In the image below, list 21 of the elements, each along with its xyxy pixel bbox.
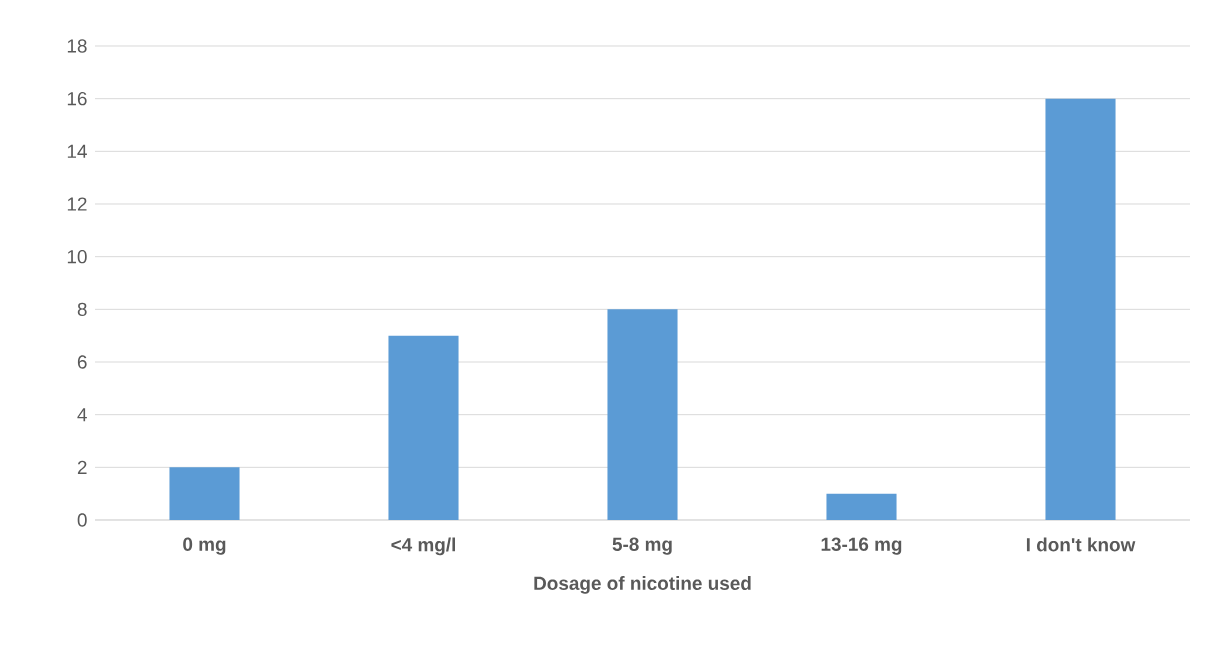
- x-tick-label: 0 mg: [183, 537, 226, 555]
- y-tick-label: 0: [77, 513, 87, 527]
- bar: [388, 335, 459, 520]
- y-tick-label: 18: [67, 39, 87, 53]
- bar: [607, 309, 678, 520]
- y-tick-label: 2: [77, 460, 87, 474]
- y-tick-label: 6: [77, 355, 87, 369]
- x-tick-label: <4 mg/l: [391, 537, 456, 556]
- x-tick-label: 5-8 mg: [612, 537, 672, 555]
- bar: [826, 493, 897, 520]
- x-axis-title: Dosage of nicotine used: [534, 576, 751, 594]
- y-tick-label: 16: [67, 91, 87, 106]
- y-tick-label: 4: [77, 408, 87, 422]
- y-tick-label: 14: [67, 144, 87, 158]
- y-tick-label: 12: [67, 197, 87, 211]
- x-tick-label: I don't know: [1026, 537, 1136, 552]
- y-tick-label: 10: [67, 249, 87, 264]
- y-tick-label: 8: [77, 302, 87, 317]
- bar: [169, 467, 240, 520]
- x-tick-label: 13-16 mg: [821, 537, 902, 555]
- bar: [1045, 98, 1116, 520]
